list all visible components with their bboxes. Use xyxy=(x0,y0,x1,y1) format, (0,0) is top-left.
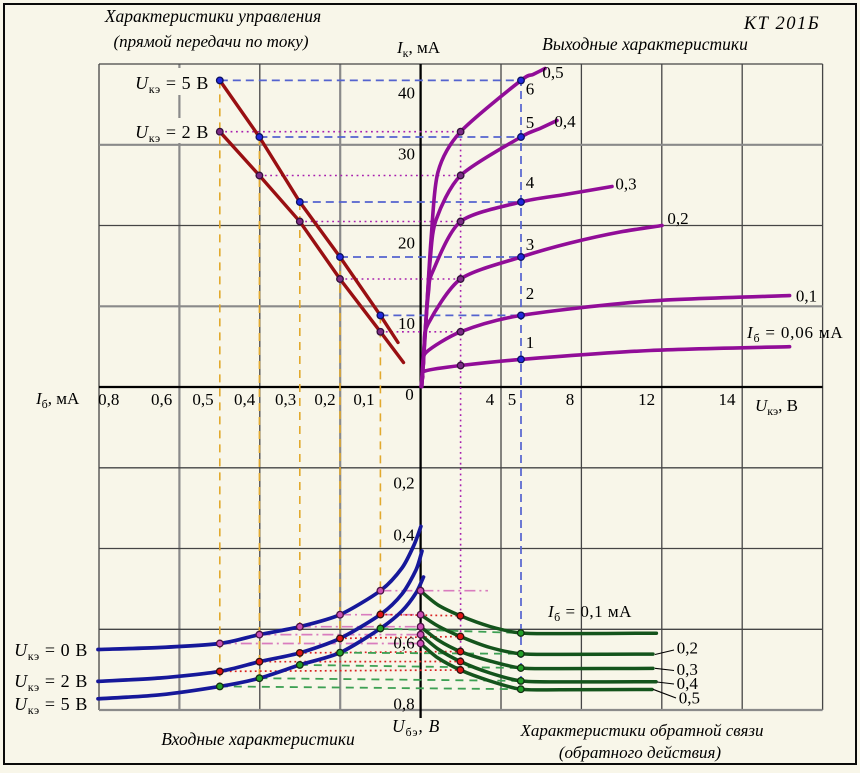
svg-text:Входные характеристики: Входные характеристики xyxy=(161,729,355,749)
svg-text:0,4: 0,4 xyxy=(554,112,576,131)
svg-text:Uкэ = 2 В: Uкэ = 2 В xyxy=(14,671,88,694)
svg-text:12: 12 xyxy=(638,390,655,409)
svg-text:8: 8 xyxy=(566,390,575,409)
svg-text:Uкэ = 5 В: Uкэ = 5 В xyxy=(135,73,209,96)
svg-text:0,2: 0,2 xyxy=(314,390,335,409)
svg-text:0,2: 0,2 xyxy=(677,639,698,658)
svg-text:2: 2 xyxy=(526,284,535,303)
svg-text:4: 4 xyxy=(486,390,495,409)
svg-text:20: 20 xyxy=(398,234,415,253)
svg-text:0,1: 0,1 xyxy=(796,287,817,306)
svg-text:5: 5 xyxy=(508,390,517,409)
svg-text:0,2: 0,2 xyxy=(667,209,688,228)
svg-text:Выходные характеристики: Выходные характеристики xyxy=(542,34,748,54)
svg-text:0,3: 0,3 xyxy=(615,175,636,194)
svg-text:0: 0 xyxy=(405,385,414,404)
svg-text:Uкэ = 5 В: Uкэ = 5 В xyxy=(14,694,88,717)
svg-text:14: 14 xyxy=(719,390,737,409)
svg-text:3: 3 xyxy=(526,235,535,254)
svg-text:Iб = 0,06 мА: Iб = 0,06 мА xyxy=(746,323,844,345)
svg-text:30: 30 xyxy=(398,145,415,164)
svg-text:0,2: 0,2 xyxy=(393,474,414,493)
svg-text:0,5: 0,5 xyxy=(542,63,563,82)
svg-text:0,3: 0,3 xyxy=(275,390,296,409)
svg-text:0,5: 0,5 xyxy=(679,688,700,707)
svg-text:0,5: 0,5 xyxy=(192,390,213,409)
svg-text:0,8: 0,8 xyxy=(98,390,119,409)
svg-text:Uкэ = 0 В: Uкэ = 0 В xyxy=(14,640,88,663)
svg-text:0,1: 0,1 xyxy=(353,390,374,409)
svg-text:5: 5 xyxy=(526,113,535,132)
svg-text:0,6: 0,6 xyxy=(151,390,172,409)
svg-text:(прямой передачи по току): (прямой передачи по току) xyxy=(113,32,308,51)
svg-text:КТ 201Б: КТ 201Б xyxy=(743,14,820,34)
svg-text:4: 4 xyxy=(526,173,535,192)
svg-text:0,4: 0,4 xyxy=(393,526,415,545)
svg-text:0,6: 0,6 xyxy=(393,634,414,653)
svg-text:Характеристики обратной связи: Характеристики обратной связи xyxy=(520,721,764,740)
svg-text:Характеристики управления: Характеристики управления xyxy=(104,6,321,26)
svg-text:1: 1 xyxy=(526,333,535,352)
svg-text:Uкэ = 2 В: Uкэ = 2 В xyxy=(135,122,209,145)
svg-text:0,4: 0,4 xyxy=(234,390,256,409)
svg-text:0,8: 0,8 xyxy=(393,695,414,714)
svg-text:10: 10 xyxy=(398,314,415,333)
svg-text:(обратного действия): (обратного действия) xyxy=(559,743,722,762)
svg-text:6: 6 xyxy=(526,80,535,99)
svg-text:40: 40 xyxy=(398,84,415,103)
